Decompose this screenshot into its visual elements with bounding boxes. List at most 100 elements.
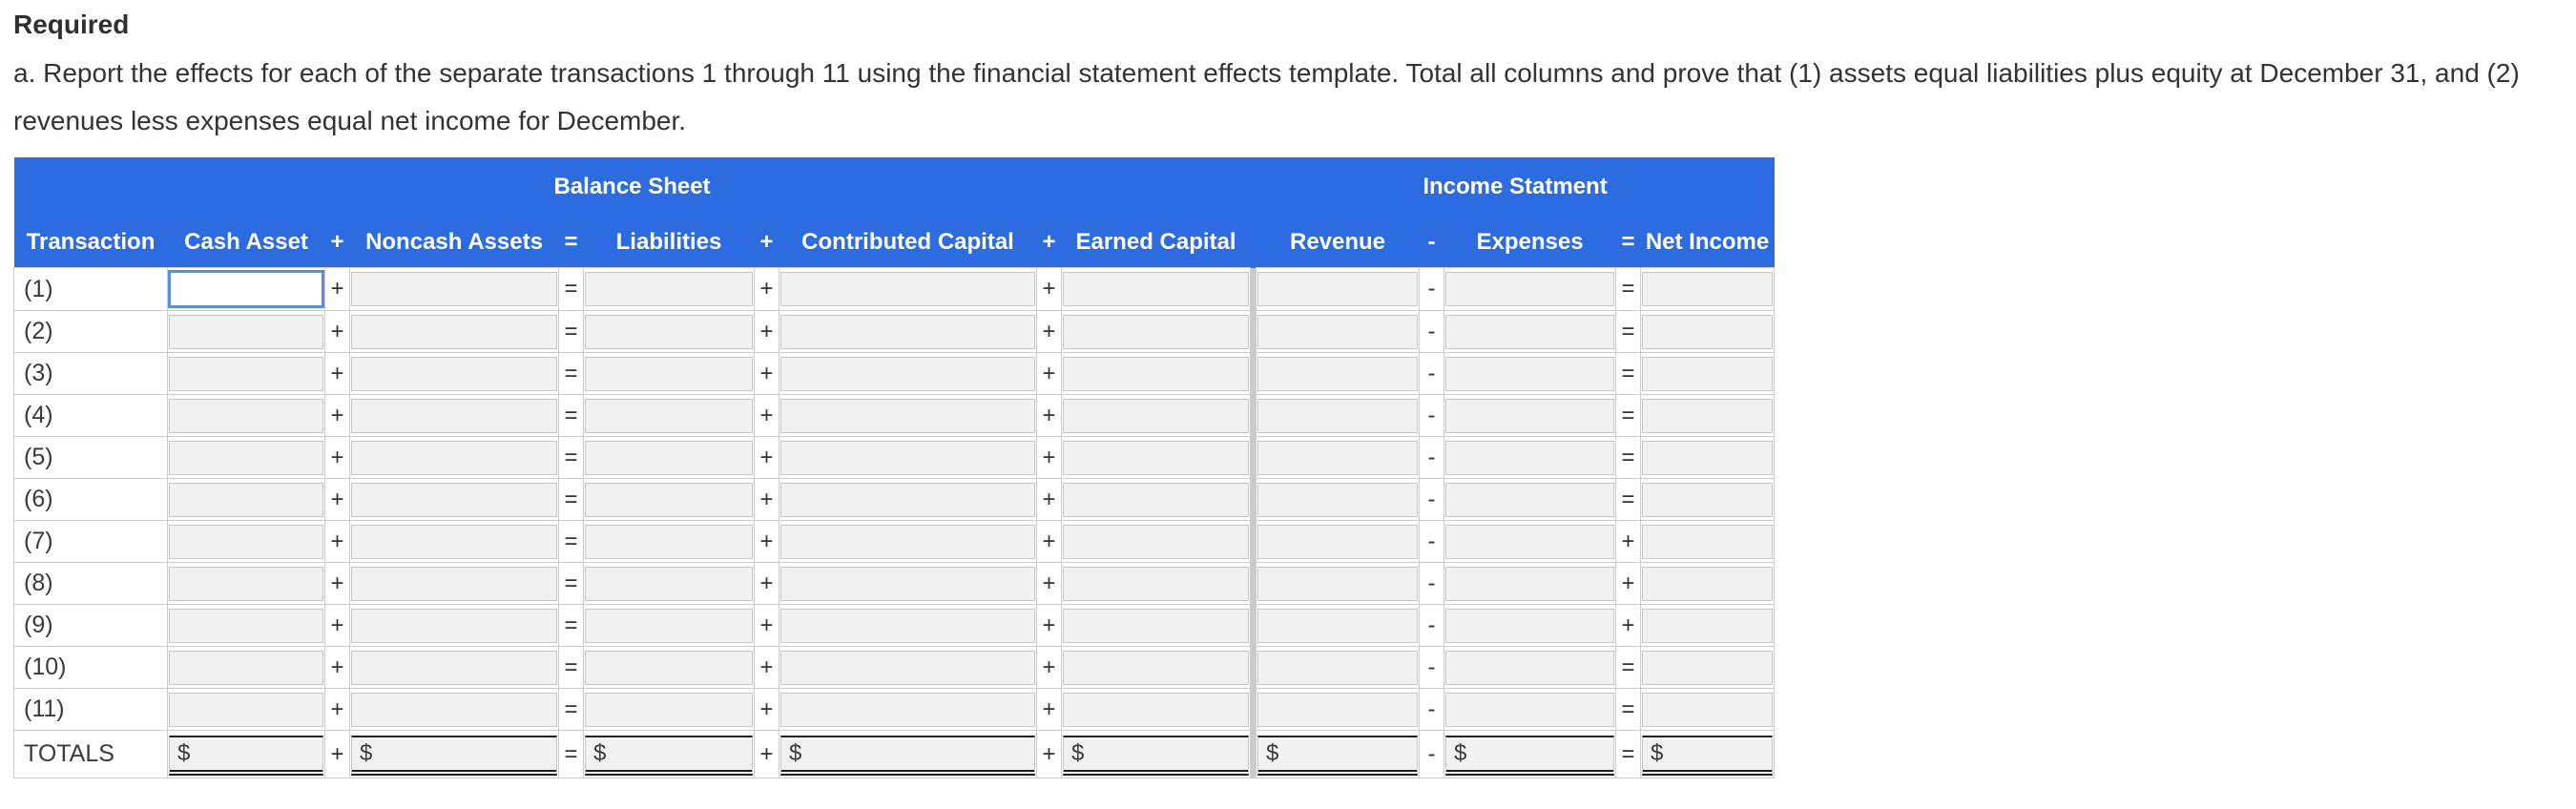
cash-asset-input[interactable] — [169, 440, 323, 475]
net-income-input[interactable] — [1642, 692, 1774, 727]
net-income-input[interactable] — [1642, 566, 1774, 601]
expenses-input[interactable] — [1445, 398, 1615, 433]
liabilities-input[interactable] — [585, 398, 753, 433]
noncash-assets-input[interactable] — [351, 524, 557, 559]
expenses-input[interactable] — [1445, 524, 1615, 559]
revenue-input[interactable] — [1257, 314, 1419, 349]
contributed-capital-input[interactable] — [780, 482, 1035, 517]
expenses-input[interactable] — [1445, 440, 1615, 475]
contributed-capital-input[interactable] — [780, 650, 1035, 685]
revenue-input[interactable] — [1257, 356, 1419, 391]
expenses-input[interactable] — [1445, 356, 1615, 391]
expenses-total-input[interactable]: $ — [1445, 735, 1615, 776]
expenses-input[interactable] — [1445, 314, 1615, 349]
net-income-input[interactable] — [1642, 398, 1774, 433]
liabilities-input[interactable] — [585, 566, 753, 601]
net-income-input[interactable] — [1642, 524, 1774, 559]
noncash-assets-input[interactable] — [351, 608, 557, 643]
cash-asset-input[interactable] — [169, 608, 323, 643]
earned-capital-total-input[interactable]: $ — [1063, 735, 1250, 776]
noncash-assets-input[interactable] — [351, 314, 557, 349]
earned-capital-input[interactable] — [1063, 272, 1250, 306]
contributed-capital-input[interactable] — [780, 356, 1035, 391]
cash-asset-input[interactable] — [169, 692, 323, 727]
cash-asset-input[interactable] — [169, 524, 323, 559]
liabilities-input[interactable] — [585, 482, 753, 517]
revenue-input[interactable] — [1257, 650, 1419, 685]
cash-asset-input[interactable] — [169, 650, 323, 685]
plus-operator-cell: + — [754, 604, 779, 647]
revenue-input[interactable] — [1257, 566, 1419, 601]
minus-operator-cell: - — [1419, 520, 1445, 563]
liabilities-input[interactable] — [585, 356, 753, 391]
noncash-assets-input[interactable] — [351, 440, 557, 475]
noncash-assets-input[interactable] — [351, 482, 557, 517]
liabilities-input[interactable] — [585, 314, 753, 349]
earned-capital-input[interactable] — [1063, 692, 1250, 727]
revenue-input[interactable] — [1257, 398, 1419, 433]
noncash-assets-input[interactable] — [351, 692, 557, 727]
earned-capital-input[interactable] — [1063, 356, 1250, 391]
contributed-capital-input[interactable] — [780, 608, 1035, 643]
expenses-input[interactable] — [1445, 650, 1615, 685]
cash-asset-input[interactable] — [169, 482, 323, 517]
noncash-assets-input[interactable] — [351, 650, 557, 685]
noncash-assets-cell — [349, 478, 559, 521]
earned-capital-input[interactable] — [1063, 608, 1250, 643]
cash-asset-input[interactable] — [169, 566, 323, 601]
liabilities-input[interactable] — [585, 524, 753, 559]
revenue-input[interactable] — [1257, 272, 1419, 306]
noncash-assets-total-input[interactable]: $ — [351, 735, 557, 776]
noncash-assets-input[interactable] — [351, 566, 557, 601]
noncash-assets-input[interactable] — [351, 356, 557, 391]
earned-capital-input[interactable] — [1063, 524, 1250, 559]
liabilities-input[interactable] — [585, 440, 753, 475]
expenses-input[interactable] — [1445, 566, 1615, 601]
revenue-total-input[interactable]: $ — [1257, 735, 1419, 776]
contributed-capital-input[interactable] — [780, 398, 1035, 433]
expenses-input[interactable] — [1445, 692, 1615, 727]
revenue-input[interactable] — [1257, 482, 1419, 517]
net-income-input[interactable] — [1642, 650, 1774, 685]
contributed-capital-input[interactable] — [780, 566, 1035, 601]
earned-capital-input[interactable] — [1063, 314, 1250, 349]
earned-capital-input[interactable] — [1063, 482, 1250, 517]
contributed-capital-input[interactable] — [780, 524, 1035, 559]
contributed-capital-total-input[interactable]: $ — [780, 735, 1035, 776]
expenses-input[interactable] — [1445, 482, 1615, 517]
liabilities-input[interactable] — [585, 608, 753, 643]
revenue-cell — [1256, 646, 1421, 689]
noncash-assets-input[interactable] — [351, 398, 557, 433]
net-income-input[interactable] — [1642, 482, 1774, 517]
noncash-assets-input[interactable] — [351, 272, 557, 306]
cash-asset-input[interactable] — [169, 398, 323, 433]
expenses-input[interactable] — [1445, 272, 1615, 306]
earned-capital-input[interactable] — [1063, 440, 1250, 475]
liabilities-input[interactable] — [585, 692, 753, 727]
contributed-capital-input[interactable] — [780, 314, 1035, 349]
expenses-input[interactable] — [1445, 608, 1615, 643]
revenue-input[interactable] — [1257, 440, 1419, 475]
net-income-input[interactable] — [1642, 440, 1774, 475]
revenue-input[interactable] — [1257, 692, 1419, 727]
net-income-input[interactable] — [1642, 272, 1774, 306]
liabilities-input[interactable] — [585, 272, 753, 306]
cash-asset-input[interactable] — [169, 356, 323, 391]
earned-capital-input[interactable] — [1063, 650, 1250, 685]
earned-capital-input[interactable] — [1063, 566, 1250, 601]
earned-capital-input[interactable] — [1063, 398, 1250, 433]
net-income-total-input[interactable]: $ — [1642, 735, 1774, 776]
contributed-capital-input[interactable] — [780, 440, 1035, 475]
net-income-input[interactable] — [1642, 314, 1774, 349]
cash-asset-total-input[interactable]: $ — [169, 735, 323, 776]
cash-asset-input[interactable] — [168, 270, 324, 308]
liabilities-input[interactable] — [585, 650, 753, 685]
cash-asset-input[interactable] — [169, 314, 323, 349]
net-income-input[interactable] — [1642, 356, 1774, 391]
revenue-input[interactable] — [1257, 524, 1419, 559]
liabilities-total-input[interactable]: $ — [585, 735, 753, 776]
contributed-capital-input[interactable] — [780, 272, 1035, 306]
revenue-input[interactable] — [1257, 608, 1419, 643]
contributed-capital-input[interactable] — [780, 692, 1035, 727]
net-income-input[interactable] — [1642, 608, 1774, 643]
